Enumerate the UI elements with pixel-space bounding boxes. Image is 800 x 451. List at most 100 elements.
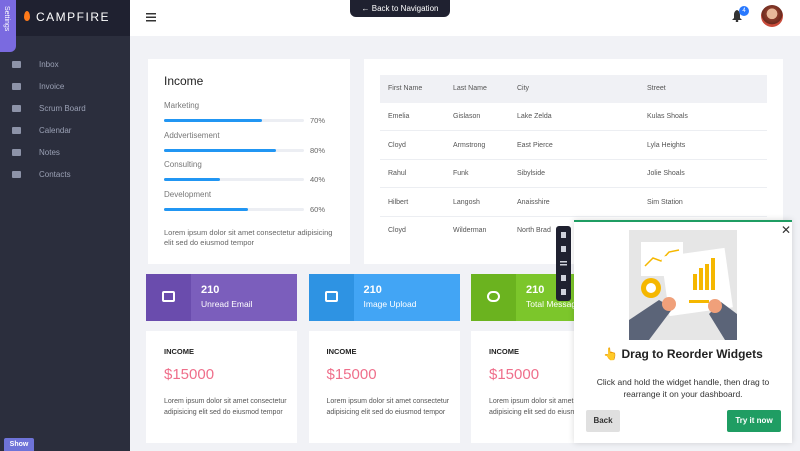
table-cell: North Brad: [517, 227, 551, 234]
row-divider: [380, 130, 767, 131]
stat-icon-glyph: [324, 291, 338, 302]
table-cell: Sim Station: [647, 198, 683, 206]
nav-item[interactable]: Calendar: [39, 126, 72, 135]
progress-value: 60%: [310, 204, 326, 214]
tour-title: 👆 Drag to Reorder Widgets: [603, 347, 763, 361]
table-cell: Rahul: [388, 170, 407, 177]
table-cell: Armstrong: [453, 141, 486, 149]
stat-tile[interactable]: 210 Unread Email: [146, 274, 297, 321]
progress-label: Development: [164, 189, 212, 199]
progress-track: [164, 119, 304, 122]
table-cell: Anaisshire: [517, 198, 550, 206]
nav-item[interactable]: Invoice: [39, 82, 65, 91]
back-label: Back to Navigation: [371, 4, 439, 13]
income-summary-card: INCOME $15000 Lorem ipsum dolor sit amet c…: [308, 331, 460, 443]
income-summary-title: INCOME: [489, 347, 519, 356]
notification-badge: 4: [739, 6, 749, 16]
table-cell: Langosh: [453, 198, 480, 206]
income-title: Income: [164, 74, 204, 88]
nav-item[interactable]: Scrum Board: [39, 104, 86, 113]
table-header: [380, 75, 767, 103]
table-cell: Funk: [453, 170, 469, 177]
widget-toolbar: [556, 226, 571, 301]
progress-bar: [164, 148, 276, 152]
income-summary-amount: $15000: [326, 366, 377, 383]
settings-tab[interactable]: Settings: [0, 0, 16, 52]
table-header-cell: First Name: [388, 85, 423, 92]
nav-item[interactable]: Contacts: [39, 170, 71, 179]
nav-icon: [12, 171, 21, 178]
row-divider: [380, 215, 767, 217]
nav-icon: [12, 61, 21, 68]
table-cell: Emelia: [388, 113, 410, 120]
brand-bar: CAMPFIRE: [0, 0, 130, 36]
menu-icon[interactable]: [146, 13, 156, 22]
progress-track: [164, 148, 304, 152]
stat-value: 210: [201, 284, 220, 296]
stat-label: Unread Email: [201, 299, 253, 309]
table-header-cell: Street: [647, 85, 666, 92]
table-cell: Cloyd: [388, 227, 406, 234]
stat-label: Image Upload: [363, 299, 417, 309]
brand-logo: [24, 11, 30, 21]
income-summary-text: Lorem ipsum dolor sit amet consectetur a…: [326, 398, 450, 416]
progress-track: [164, 207, 304, 211]
progress-value: 80%: [310, 145, 326, 155]
row-divider: [380, 187, 767, 188]
try-it-button[interactable]: Try it now: [727, 410, 781, 432]
tour-text: Click and hold the widget handle, then d…: [596, 377, 770, 399]
show-button[interactable]: Show: [4, 438, 34, 451]
stat-icon: [146, 274, 191, 321]
sidebar: [0, 0, 130, 451]
stat-label: Total Messages: [526, 299, 586, 309]
progress-value: 70%: [310, 116, 326, 125]
income-summary-title: INCOME: [164, 347, 194, 356]
stat-icon-glyph: [162, 291, 175, 302]
close-button[interactable]: ✕: [781, 223, 792, 237]
row-divider: [380, 158, 767, 160]
back-button[interactable]: Back: [586, 410, 620, 432]
progress-value: 40%: [310, 175, 326, 184]
nav-icon: [12, 83, 21, 90]
progress-label: Marketing: [164, 101, 200, 110]
settings-label: Settings: [3, 6, 10, 32]
income-card: Income Lorem ipsum dolor sit amet consec…: [148, 59, 350, 264]
nav-item[interactable]: Inbox: [39, 60, 59, 69]
stat-tile[interactable]: 210 Image Upload: [308, 274, 460, 321]
stat-value: 210: [526, 284, 545, 296]
back-to-navigation[interactable]: ← Back to Navigation: [350, 0, 450, 17]
stat-value: 210: [363, 284, 382, 296]
table-cell: Gislason: [453, 113, 481, 120]
table-cell: Kulas Shoals: [647, 113, 688, 120]
tour-illustration: [629, 230, 737, 340]
table-cell: Jolie Shoals: [647, 170, 685, 177]
progress-bar: [164, 119, 262, 122]
table-header-cell: City: [517, 85, 530, 92]
nav-icon: [12, 149, 21, 156]
nav-icon: [12, 105, 21, 112]
top-bar: [130, 0, 800, 36]
income-summary-card: INCOME $15000 Lorem ipsum dolor sit amet c…: [146, 331, 297, 443]
progress-track: [164, 178, 304, 181]
table-cell: Lyla Heights: [647, 141, 686, 149]
progress-label: Consulting: [164, 160, 202, 169]
table-cell: Cloyd: [388, 141, 406, 149]
avatar[interactable]: [761, 5, 783, 27]
nav-item[interactable]: Notes: [39, 148, 60, 157]
table-cell: Lake Zelda: [517, 113, 552, 120]
progress-label: Addvertisement: [164, 130, 220, 140]
stat-icon-glyph: [487, 291, 500, 302]
progress-bar: [164, 207, 248, 211]
income-summary-amount: $15000: [489, 366, 540, 383]
tour-popup: ✕ 👆 Drag to Reorder Widgets Click and ho…: [574, 220, 792, 443]
brand: CAMPFIRE: [36, 10, 111, 24]
income-summary-text: Lorem ipsum dolor sit amet consectetur a…: [489, 398, 612, 416]
table-cell: Sibylside: [517, 170, 546, 177]
income-summary-amount: $15000: [164, 366, 215, 383]
income-summary-text: Lorem ipsum dolor sit amet consectetur a…: [164, 398, 287, 416]
income-summary-title: INCOME: [326, 347, 357, 356]
table-cell: Wilderman: [453, 227, 487, 234]
nav-icon: [12, 127, 21, 134]
table-cell: Hilbert: [388, 198, 409, 206]
progress-bar: [164, 178, 220, 181]
